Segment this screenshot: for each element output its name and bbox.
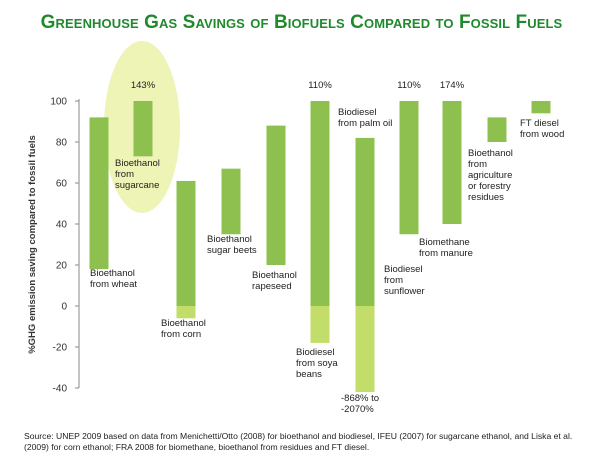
bar-label: Biodiesel from palm oil [338,107,392,129]
bar-bottom-label-line: -868% to [341,393,379,404]
bar-negative [310,306,330,343]
bar-label: Bioethanol from wheat [90,268,137,290]
bar-label-line: residues [468,192,504,203]
bar-positive [310,101,330,306]
bar-bottom-label: -868% to -2070% [341,393,379,415]
bar-label-line: Bioethanol [115,158,160,169]
bar-label-line: Biodiesel [338,107,377,118]
bar-label-line: sunflower [384,286,425,297]
y-axis-label: %GHG emission saving compared to fossil … [27,135,38,354]
bar-bottom-label-line: -2070% [341,404,374,415]
bar-positive [399,101,419,235]
y-tick-label: 80 [56,138,68,149]
bar-positive [221,168,241,235]
chart-title: Greenhouse Gas Savings of Biofuels Compa… [40,12,563,33]
bar-label-line: Biodiesel [296,347,335,358]
bar-negative [355,306,375,393]
bar-positive [89,117,109,270]
bar-top-label: 110% [397,80,421,91]
bar-label: Biodiesel from sunflower [384,264,425,297]
bar-top-label: 174% [440,80,465,91]
y-tick-label: 60 [56,179,68,190]
y-tick-label: 40 [56,220,68,231]
source-note: Source: UNEP 2009 based on data from Men… [24,431,573,452]
bar-label-line: from [115,169,134,180]
bar-label-line: Bioethanol [207,234,252,245]
y-tick-label: 0 [61,302,67,313]
bar-label-line: Bioethanol [90,268,135,279]
bar-label: Bioethanol rapeseed [252,270,297,292]
bar-negative [176,306,196,319]
bar-label-line: Bioethanol [468,148,513,159]
bar-label: FT diesel from wood [520,118,564,140]
bar-positive [176,180,196,306]
bar-label-line: beans [296,369,322,380]
bar-label-line: sugarcane [115,180,159,191]
bar-label-line: from manure [419,248,473,259]
bar-positive [266,125,286,265]
bar-positive [133,101,153,157]
bar-label-line: from wheat [90,279,137,290]
bar-label-line: sugar beets [207,245,257,256]
bar-positive [531,101,551,114]
bar-label-line: from palm oil [338,118,392,129]
bar-positive [442,101,462,224]
bar-label-line: Biomethane [419,237,470,248]
bar-top-label: 143% [131,80,156,91]
y-tick-label: 100 [50,97,67,108]
bar-label: Bioethanol from corn [161,318,206,340]
bar-label-line: from corn [161,329,201,340]
bar-label: Bioethanol from agriculture or forestry resi… [468,148,513,203]
bar-label-line: FT diesel [520,118,559,129]
bar-label-line: from wood [520,129,564,140]
bar-positive [355,137,375,306]
bar-label-line: Biodiesel [384,264,423,275]
bar-label-line: Bioethanol [252,270,297,281]
bar-label: Bioethanol sugar beets [207,234,257,256]
bar-label-line: Bioethanol [161,318,206,329]
bar-label-line: from [468,159,487,170]
bar-label: Bioethanol from sugarcane [115,158,160,191]
y-tick-label: -40 [53,384,68,395]
bar-label: Biodiesel from soya beans [296,347,338,380]
bar-label-line: from soya [296,358,338,369]
bar-label: Biomethane from manure [419,237,473,259]
bar-label-line: agriculture [468,170,512,181]
bar-label-line: or forestry [468,181,511,192]
bar-positive [487,117,507,142]
bar-label-line: from [384,275,403,286]
y-tick-label: -20 [53,343,68,354]
bar-label-line: rapeseed [252,281,292,292]
bar-top-label: 110% [308,80,332,91]
y-tick-label: 20 [56,261,68,272]
